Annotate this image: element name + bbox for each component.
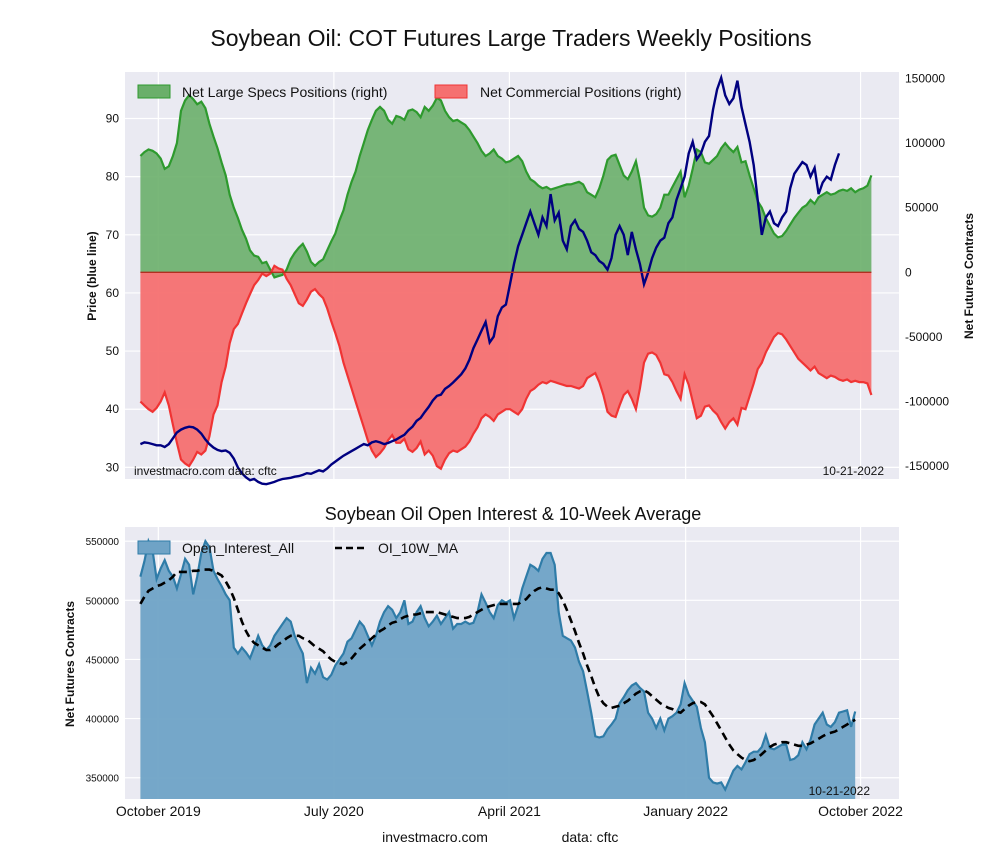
contracts-tick-label: 150000: [905, 71, 945, 85]
date-tick-label: October 2022: [818, 803, 903, 819]
contracts-axis-label: Net Futures Contracts: [962, 213, 976, 339]
contracts-tick-label: 0: [905, 265, 912, 279]
open-interest-panel: 550000 500000 450000 400000 350000 October 2…: [63, 527, 903, 819]
commercial-area: [140, 265, 872, 469]
oi-axis-label: Net Futures Contracts: [63, 601, 77, 727]
footer-source: investmacro.com: [382, 829, 488, 845]
oi-tick-label: 450000: [86, 655, 120, 666]
positions-panel: 30 40 50 60 70 80 90 150000 100000 50000 0 -50000 -…: [85, 71, 976, 486]
open-interest-legend: Open_Interest_All OI_10W_MA: [137, 540, 459, 556]
oi-title: Soybean Oil Open Interest & 10-Week Aver…: [325, 504, 702, 524]
contracts-tick-label: -150000: [905, 459, 949, 473]
positions-series: [139, 73, 873, 486]
date-tick-label: January 2022: [643, 803, 728, 819]
oi-tick-label: 400000: [86, 715, 120, 726]
price-tick-label: 80: [106, 170, 120, 184]
price-axis-ticks: 30 40 50 60 70 80 90: [106, 112, 120, 475]
legend-label-specs: Net Large Specs Positions (right): [182, 84, 387, 100]
price-tick-label: 90: [106, 112, 120, 126]
legend-swatch-specs: [137, 84, 171, 99]
open-interest-area: [140, 541, 856, 799]
main-title: Soybean Oil: COT Futures Large Traders W…: [210, 25, 811, 51]
date-axis-ticks: October 2019 July 2020 April 2021 January 2…: [116, 803, 903, 819]
contracts-axis-ticks: 150000 100000 50000 0 -50000 -100000 -150000: [905, 71, 949, 473]
positions-legend: Net Large Specs Positions (right) Net Co…: [137, 84, 682, 100]
oi-tick-label: 350000: [86, 774, 120, 785]
open-interest-series: [139, 537, 857, 799]
commercial-line: [139, 264, 873, 471]
oi-tick-label: 550000: [86, 537, 120, 548]
bottom-annotation-date: 10-21-2022: [809, 784, 871, 798]
legend-label-ma: OI_10W_MA: [378, 540, 459, 556]
open-interest-axis-ticks: 550000 500000 450000 400000 350000: [86, 537, 120, 785]
contracts-tick-label: -50000: [905, 330, 943, 344]
price-tick-label: 50: [106, 344, 120, 358]
price-tick-label: 60: [106, 286, 120, 300]
price-tick-label: 40: [106, 402, 120, 416]
price-axis-label: Price (blue line): [85, 231, 99, 320]
price-tick-label: 70: [106, 228, 120, 242]
date-tick-label: October 2019: [116, 803, 201, 819]
legend-label-commercial: Net Commercial Positions (right): [480, 84, 682, 100]
date-tick-label: April 2021: [478, 803, 541, 819]
legend-label-open-interest: Open_Interest_All: [182, 540, 294, 556]
contracts-tick-label: -100000: [905, 394, 949, 408]
open-interest-line: [139, 537, 857, 792]
date-tick-label: July 2020: [304, 803, 364, 819]
price-line: [139, 73, 841, 486]
legend-swatch-open-interest: [137, 540, 171, 555]
top-annotation-source: investmacro.com data: cftc: [134, 464, 277, 478]
contracts-tick-label: 100000: [905, 136, 945, 150]
specs-line: [139, 93, 873, 279]
top-annotation-date: 10-21-2022: [823, 464, 885, 478]
contracts-tick-label: 50000: [905, 201, 939, 215]
legend-swatch-commercial: [434, 84, 468, 99]
footer-data: data: cftc: [562, 829, 619, 845]
price-tick-label: 30: [106, 460, 120, 474]
oi-tick-label: 500000: [86, 596, 120, 607]
specs-area: [140, 95, 872, 278]
